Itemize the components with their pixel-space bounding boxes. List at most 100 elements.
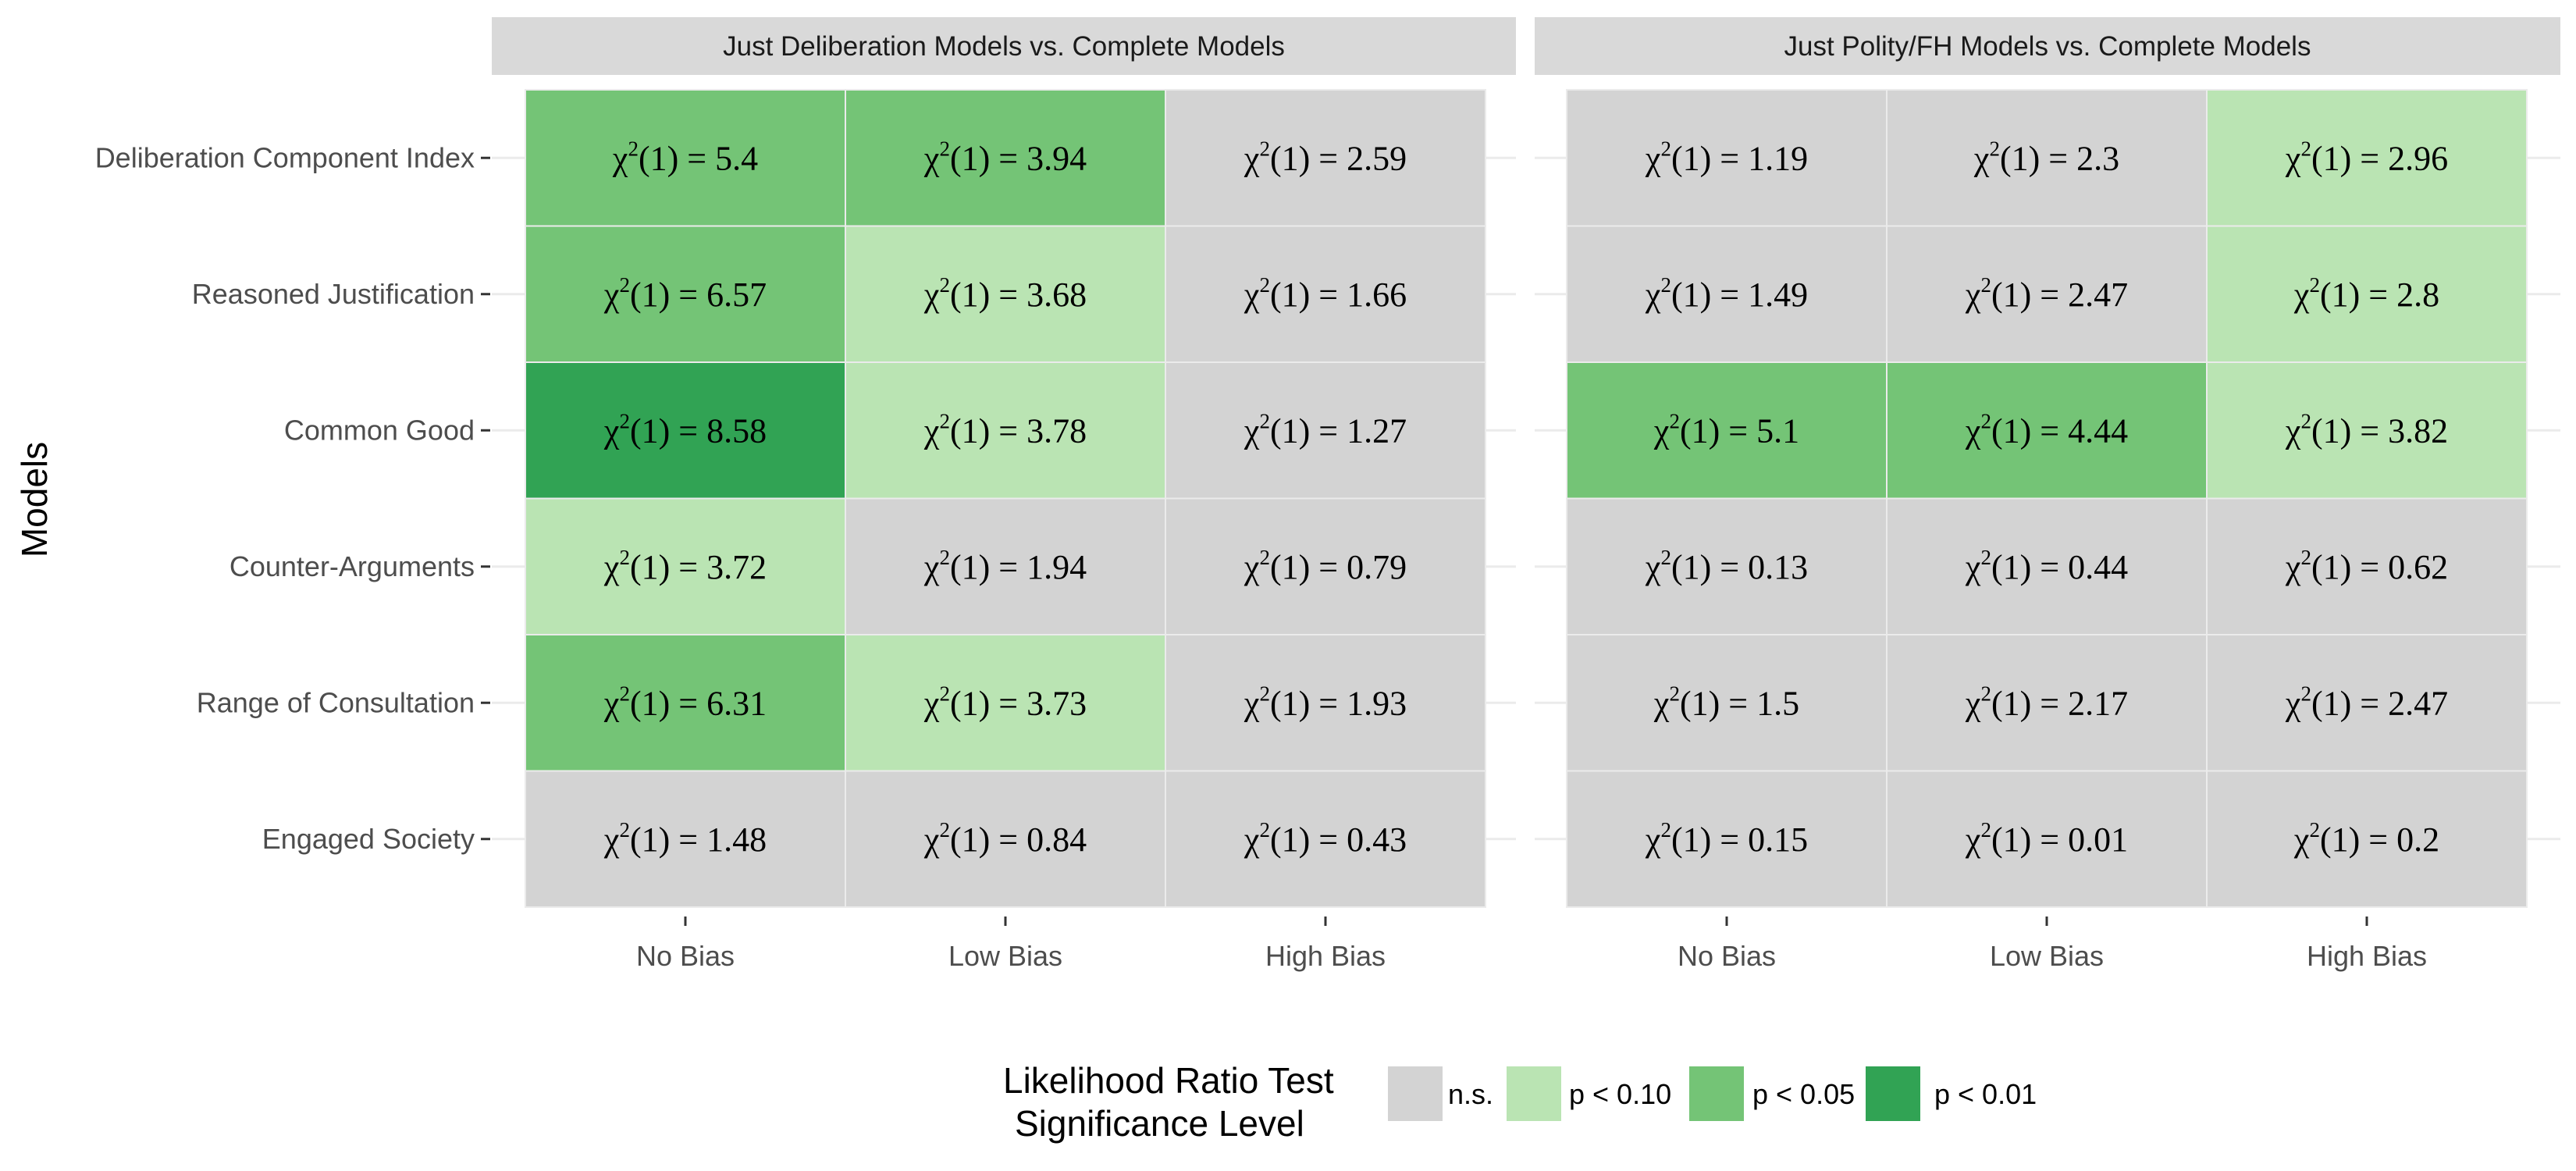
legend-key	[1866, 1066, 1920, 1121]
heatmap-cell	[2206, 634, 2528, 772]
cell-label: χ2(1) = 0.79	[1244, 546, 1407, 586]
cell-label: χ2(1) = 4.44	[1965, 409, 2128, 450]
heatmap-cell	[1566, 634, 1888, 772]
cell-label: χ2(1) = 0.15	[1645, 818, 1808, 859]
y-axis-tick-labels: Deliberation Component Index Reasoned Jus…	[95, 141, 490, 855]
heatmap-cell	[2206, 89, 2528, 227]
x-tick-label: High Bias	[1265, 940, 1386, 972]
heatmap-cell	[1566, 770, 1888, 908]
cell-label: χ2(1) = 1.66	[1244, 273, 1407, 314]
heatmap-cell	[845, 770, 1166, 908]
cell-label: χ2(1) = 0.62	[2285, 546, 2448, 586]
legend-label: p < 0.05	[1752, 1078, 1855, 1110]
heatmap-cell	[845, 634, 1166, 772]
y-tick-label: Range of Consultation	[197, 686, 475, 718]
cell-label: χ2(1) = 6.57	[603, 273, 767, 314]
y-tick-label: Reasoned Justification	[192, 278, 475, 310]
heatmap-cell	[1566, 225, 1888, 363]
legend-title-line1: Likelihood Ratio Test	[1003, 1060, 1334, 1101]
cell-label: χ2(1) = 2.59	[1244, 137, 1407, 177]
cell-label: χ2(1) = 1.5	[1653, 682, 1799, 722]
cell-label: χ2(1) = 2.47	[1965, 273, 2128, 314]
cell-label: χ2(1) = 3.78	[923, 409, 1087, 450]
heatmap-cell	[525, 770, 846, 908]
cell-label: χ2(1) = 2.3	[1973, 137, 2119, 177]
heatmap-cell	[1886, 361, 2208, 500]
cell-label: χ2(1) = 0.13	[1645, 546, 1808, 586]
x-tick-label: No Bias	[1678, 940, 1776, 972]
facet-strip	[1535, 17, 2560, 75]
cell-label: χ2(1) = 5.4	[612, 137, 758, 177]
y-tick-label: Engaged Society	[262, 823, 475, 855]
heatmap-cell	[1886, 497, 2208, 635]
heatmap-cell	[2206, 497, 2528, 635]
heatmap-cell	[845, 89, 1166, 227]
cell-label: χ2(1) = 0.84	[923, 818, 1087, 859]
cell-label: χ2(1) = 5.1	[1653, 409, 1799, 450]
cell-label: χ2(1) = 1.27	[1244, 409, 1407, 450]
heatmap-cell	[1165, 770, 1486, 908]
cell-label: χ2(1) = 8.58	[603, 409, 767, 450]
legend-label: p < 0.01	[1934, 1078, 2037, 1110]
heatmap-cell	[845, 361, 1166, 500]
heatmap-cell	[525, 497, 846, 635]
cell-label: χ2(1) = 1.19	[1645, 137, 1808, 177]
facet-panels: Just Deliberation Models vs. Complete Mo…	[492, 17, 2560, 972]
y-tick-label: Common Good	[284, 414, 475, 446]
heatmap-cell	[2206, 225, 2528, 363]
heatmap-cell	[1566, 89, 1888, 227]
cell-label: χ2(1) = 0.01	[1965, 818, 2128, 859]
heatmap-cell	[1566, 497, 1888, 635]
cell-label: χ2(1) = 3.94	[923, 137, 1087, 177]
facet-panel-2: Just Polity/FH Models vs. Complete Model…	[1535, 17, 2560, 972]
cell-label: χ2(1) = 1.49	[1645, 273, 1808, 314]
legend-entries: n.s. p < 0.10 p < 0.05 p < 0.01	[1388, 1066, 2037, 1121]
heatmap-cell	[2206, 361, 2528, 500]
facet-strip	[492, 17, 1516, 75]
heatmap-cell	[1165, 497, 1486, 635]
legend-key	[1507, 1066, 1561, 1121]
cell-label: χ2(1) = 0.2	[2293, 818, 2439, 859]
cell-label: χ2(1) = 2.47	[2285, 682, 2448, 722]
cell-label: χ2(1) = 2.17	[1965, 682, 2128, 722]
cell-label: χ2(1) = 0.44	[1965, 546, 2128, 586]
legend-key	[1388, 1066, 1443, 1121]
cell-label: χ2(1) = 2.96	[2285, 137, 2448, 177]
cell-label: χ2(1) = 1.48	[603, 818, 767, 859]
heatmap-cell	[525, 634, 846, 772]
cell-label: χ2(1) = 3.82	[2285, 409, 2448, 450]
cell-label: χ2(1) = 2.8	[2293, 273, 2439, 314]
legend-key	[1689, 1066, 1744, 1121]
legend: Likelihood Ratio Test Significance Level…	[1003, 1060, 2037, 1144]
facet-panel-1: Just Deliberation Models vs. Complete Mo…	[492, 17, 1516, 972]
legend-title-line2: Significance Level	[1015, 1103, 1304, 1144]
cell-label: χ2(1) = 6.31	[603, 682, 767, 722]
x-tick-label: Low Bias	[948, 940, 1062, 972]
facet-title: Just Polity/FH Models vs. Complete Model…	[1784, 31, 2311, 62]
legend-label: n.s.	[1448, 1078, 1493, 1110]
cell-label: χ2(1) = 1.93	[1244, 682, 1407, 722]
cell-label: χ2(1) = 1.94	[923, 546, 1087, 586]
heatmap-cell	[1566, 361, 1888, 500]
heatmap-cell	[525, 361, 846, 500]
heatmap-cell	[1165, 361, 1486, 500]
heatmap-cell	[2206, 770, 2528, 908]
cell-label: χ2(1) = 3.73	[923, 682, 1087, 722]
heatmap-cell	[1886, 634, 2208, 772]
x-tick-label: Low Bias	[1990, 940, 2104, 972]
cell-label: χ2(1) = 3.72	[603, 546, 767, 586]
heatmap-cell	[1886, 770, 2208, 908]
legend-label: p < 0.10	[1569, 1078, 1671, 1110]
cell-label: χ2(1) = 3.68	[923, 273, 1087, 314]
y-axis-title: Models	[14, 442, 55, 557]
heatmap-cell	[1165, 89, 1486, 227]
x-tick-label: No Bias	[636, 940, 735, 972]
y-tick-label: Counter-Arguments	[229, 550, 475, 582]
heatmap-cell	[1165, 634, 1486, 772]
cell-label: χ2(1) = 0.43	[1244, 818, 1407, 859]
y-tick-label: Deliberation Component Index	[95, 141, 475, 173]
heatmap-cell	[845, 225, 1166, 363]
x-tick-label: High Bias	[2307, 940, 2427, 972]
heatmap-cell	[1165, 225, 1486, 363]
